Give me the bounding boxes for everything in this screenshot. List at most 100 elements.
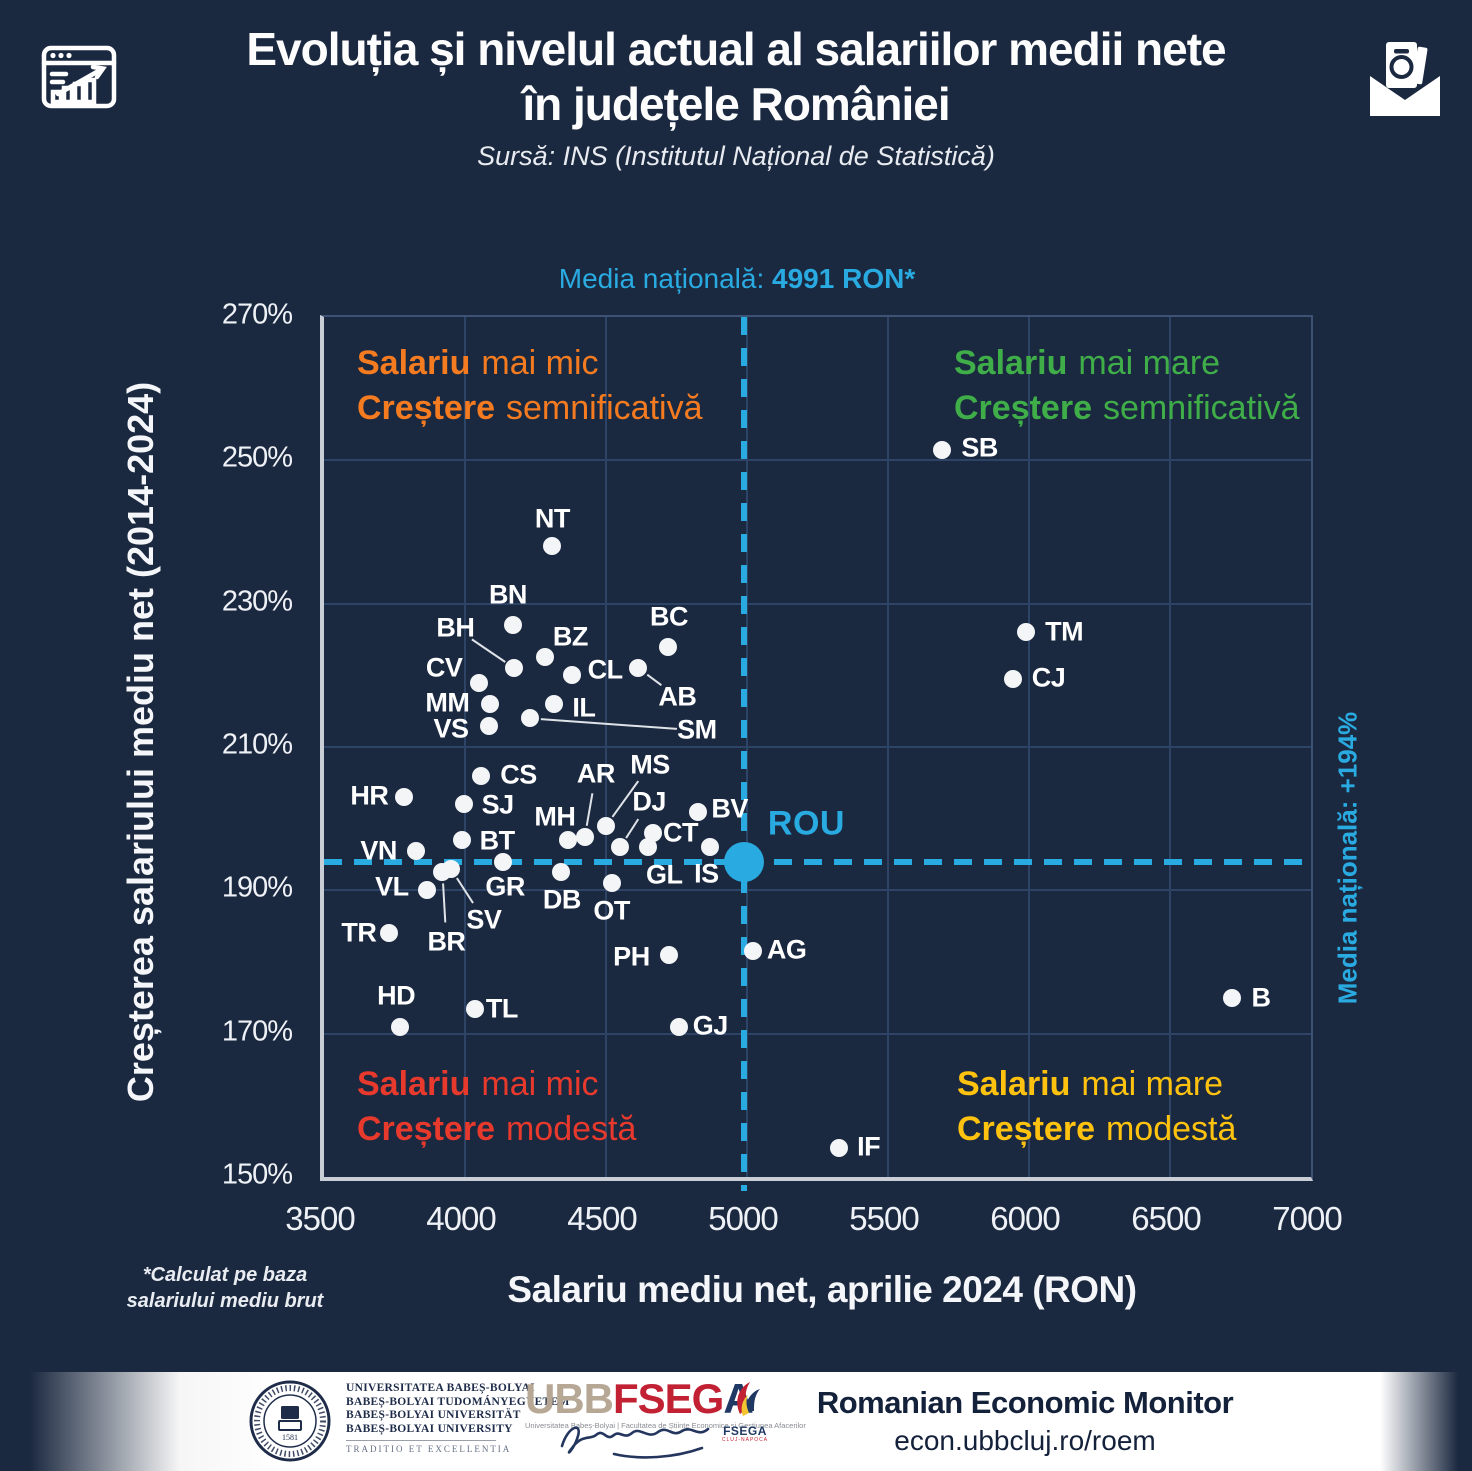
national-average-growth-line: [324, 858, 1311, 865]
data-point-CV: [470, 673, 489, 692]
data-point-CJ: [1004, 669, 1023, 688]
fsega-flame-mark: FSEGA CLUJ-NAPOCA: [714, 1380, 776, 1444]
data-point-MS: [597, 816, 615, 835]
monitor-title-block: Romanian Economic Monitor econ.ubbcluj.r…: [770, 1385, 1280, 1458]
data-point-BV: [688, 802, 707, 821]
data-point-BN: [503, 616, 522, 635]
leader-line-SV: [456, 877, 474, 904]
data-point-MM: [481, 695, 500, 713]
national-average-salary-annotation: Media națională: 4991 RON*: [437, 263, 1037, 295]
data-point-HD: [391, 1017, 410, 1036]
national-average-growth-annotation: Media națională: +194%: [1332, 711, 1363, 1005]
x-tick-label: 5500: [849, 1200, 919, 1237]
data-point-SM: [520, 709, 539, 728]
county-label-CL: CL: [587, 654, 624, 685]
county-label-GL: GL: [646, 859, 683, 890]
data-point-B: [1223, 988, 1242, 1007]
y-tick-label: 210%: [221, 728, 293, 761]
gridline-horizontal: [324, 746, 1311, 748]
county-label-MS: MS: [630, 749, 670, 780]
county-label-CS: CS: [500, 759, 537, 790]
data-point-NT: [543, 537, 562, 556]
county-label-SV: SV: [466, 904, 502, 935]
x-tick-label: 4500: [567, 1200, 637, 1237]
county-label-PH: PH: [613, 941, 650, 972]
footnote: *Calculat pe baza salariului mediu brut: [126, 1264, 324, 1312]
leader-line-BR: [442, 883, 447, 923]
data-point-IS: [701, 838, 720, 857]
data-point-IL: [544, 695, 563, 713]
leader-line-AR: [585, 793, 594, 826]
gridline-horizontal: [324, 459, 1311, 462]
data-point-OT: [602, 874, 621, 893]
county-label-BN: BN: [488, 579, 528, 610]
data-point-CS: [471, 766, 490, 785]
y-tick-label: 250%: [221, 441, 293, 474]
y-tick-label: 270%: [221, 298, 293, 331]
data-point-BH: [505, 659, 524, 678]
data-point-HR: [395, 788, 414, 807]
data-point-SJ: [454, 795, 473, 814]
quadrant-label-bl: Salariu mai mic Creștere modestă: [357, 1065, 637, 1148]
data-point-AR: [575, 827, 594, 846]
leader-line-BH: [471, 638, 506, 663]
data-point-BZ: [536, 648, 555, 667]
gridline-horizontal: [324, 602, 1311, 605]
national-average-salary-prefix: Media națională:: [558, 263, 765, 294]
data-point-VN: [406, 841, 425, 860]
national-average-salary-value: 4991 RON*: [772, 263, 916, 294]
page-title: Evoluția și nivelul actual al salariilor…: [0, 22, 1472, 132]
data-point-BR: [433, 863, 452, 882]
county-label-BC: BC: [650, 601, 689, 632]
data-point-SB: [932, 440, 951, 459]
footer-bar: 1581 UNIVERSITATEA BABEȘ-BOLYAI BABEȘ-BO…: [0, 1372, 1472, 1471]
data-point-BC: [659, 637, 678, 656]
leader-line-AB: [646, 673, 662, 687]
county-label-BV: BV: [711, 793, 748, 823]
data-point-GR: [494, 852, 513, 871]
county-label-OT: OT: [593, 895, 630, 926]
county-label-SB: SB: [961, 432, 998, 463]
county-label-NT: NT: [534, 503, 571, 534]
leader-line-SM: [540, 718, 677, 730]
data-point-TM: [1017, 623, 1036, 642]
county-label-TL: TL: [485, 993, 519, 1024]
rou-label: ROU: [767, 804, 845, 843]
data-point-GJ: [670, 1017, 689, 1036]
county-label-IL: IL: [572, 692, 596, 723]
data-point-AG: [743, 942, 762, 961]
data-point-DJ: [611, 838, 630, 857]
y-tick-label: 230%: [221, 585, 293, 618]
gridline-horizontal: [324, 889, 1311, 892]
data-point-IF: [829, 1139, 848, 1158]
svg-text:1581: 1581: [282, 1433, 298, 1442]
county-label-HR: HR: [350, 780, 389, 811]
county-label-IF: IF: [857, 1131, 881, 1162]
chart-window-icon: [36, 36, 122, 127]
data-point-TR: [379, 924, 398, 943]
county-label-HD: HD: [377, 980, 416, 1010]
county-label-SM: SM: [677, 714, 717, 745]
data-point-VS: [479, 716, 498, 735]
county-label-B: B: [1251, 982, 1272, 1013]
x-tick-label: 7000: [1272, 1200, 1342, 1237]
county-label-BR: BR: [427, 926, 466, 957]
y-tick-label: 190%: [221, 871, 293, 904]
source-subtitle: Sursă: INS (Institutul Național de Stati…: [477, 141, 995, 171]
data-point-PH: [660, 945, 679, 964]
county-label-MM: MM: [425, 687, 470, 718]
county-label-SJ: SJ: [481, 789, 515, 820]
university-seal-logo: 1581: [248, 1379, 332, 1468]
county-label-IS: IS: [694, 858, 719, 889]
county-label-VN: VN: [360, 835, 397, 866]
county-label-VS: VS: [433, 713, 469, 743]
national-average-salary-line: [741, 317, 748, 1191]
leader-line-DJ: [625, 818, 640, 839]
leader-lines: [442, 638, 677, 923]
y-tick-label: 170%: [221, 1015, 293, 1048]
scatter-plot-area: Salariu mai mic Creștere semnificativă Salar…: [320, 315, 1313, 1191]
county-label-MH: MH: [534, 801, 576, 832]
data-point-CT: [643, 824, 662, 842]
x-axis-title: Salariu mediu net, aprilie 2024 (RON): [507, 1269, 1137, 1310]
